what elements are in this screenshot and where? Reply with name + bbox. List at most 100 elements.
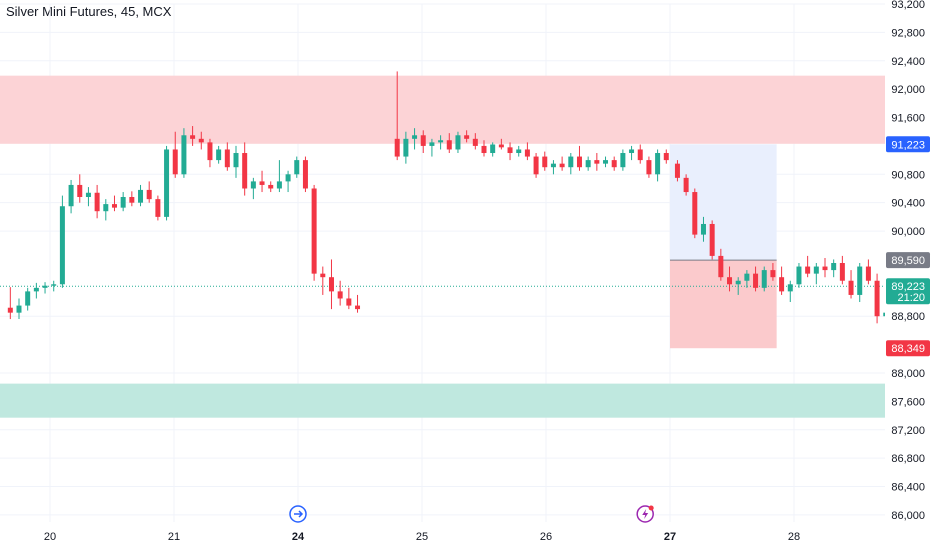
candle-body	[42, 285, 48, 288]
time-axis-tick: 20	[44, 531, 56, 543]
candle-body	[285, 174, 291, 182]
candle-body	[779, 277, 785, 292]
candle-body	[181, 135, 187, 175]
candle-body	[242, 153, 248, 189]
candle-body	[568, 156, 574, 168]
price-label-bg	[886, 278, 930, 305]
lightning-icon	[642, 509, 649, 519]
candle-body	[216, 149, 222, 161]
price-axis-tick: 92,400	[891, 56, 925, 68]
candle-body	[718, 255, 724, 278]
candle-body	[559, 163, 565, 168]
candle-body	[346, 298, 352, 306]
price-axis-tick: 87,600	[891, 396, 925, 408]
candle-body	[129, 197, 135, 203]
price-axis-tick: 86,400	[891, 482, 925, 494]
candle-body	[629, 149, 635, 154]
candle-body	[498, 144, 504, 148]
candle-body	[146, 189, 152, 200]
candle-body	[268, 184, 274, 189]
candle-body	[700, 223, 706, 235]
candle-body	[611, 160, 617, 168]
candle-body	[446, 140, 452, 150]
candle-body	[594, 160, 600, 164]
price-label: 89,590	[891, 255, 925, 267]
candle-body	[311, 188, 317, 274]
candle-body	[337, 291, 343, 299]
candle-body	[481, 145, 487, 154]
candle-body	[831, 263, 837, 271]
price-label: 89,223	[891, 281, 925, 293]
candle-body	[857, 266, 863, 295]
price-axis-bg	[885, 0, 932, 550]
candle-body	[727, 277, 733, 285]
price-axis-tick: 93,200	[891, 0, 925, 11]
candle-body	[355, 305, 361, 310]
candle-body	[533, 156, 539, 175]
candle-body	[464, 135, 470, 139]
candle-body	[94, 192, 100, 212]
candle-body	[455, 135, 461, 150]
candle-body	[51, 284, 57, 286]
candle-body	[516, 149, 522, 154]
candle-body	[155, 199, 161, 217]
price-axis-tick: 92,800	[891, 27, 925, 39]
candle-body	[839, 263, 845, 281]
candle-body	[874, 280, 880, 317]
candle-body	[709, 223, 715, 256]
candle-body	[524, 149, 530, 157]
candle-body	[320, 273, 326, 278]
chart-title: Silver Mini Futures, 45, MCX	[6, 4, 172, 19]
candle-body	[138, 189, 144, 203]
candle-body	[224, 149, 230, 168]
price-label-bg	[886, 340, 930, 357]
time-axis-tick: 24	[292, 531, 305, 543]
time-axis-tick: 26	[540, 531, 552, 543]
price-axis-tick: 86,800	[891, 453, 925, 465]
candle-body	[813, 266, 819, 274]
candle-body	[865, 266, 871, 281]
candle-body	[412, 135, 418, 139]
candle-body	[753, 273, 759, 288]
candle-body	[429, 142, 435, 146]
time-axis-tick: 25	[416, 531, 428, 543]
candle-body	[735, 280, 741, 285]
candle-body	[805, 266, 811, 274]
support-zone	[0, 383, 885, 418]
candle-body	[33, 287, 39, 292]
candle-body	[164, 149, 170, 217]
candle-body	[276, 181, 282, 189]
candle-body	[59, 206, 65, 285]
price-axis-tick: 87,200	[891, 425, 925, 437]
notification-dot	[648, 505, 654, 511]
price-axis-tick: 92,000	[891, 84, 925, 96]
candle-body	[25, 291, 31, 306]
candle-body	[394, 138, 400, 157]
price-label: 88,349	[891, 343, 925, 355]
time-axis-tick: 27	[664, 531, 676, 543]
candle-body	[637, 149, 643, 161]
candle-body	[542, 156, 548, 168]
price-label-bg	[886, 252, 930, 269]
candle-body	[744, 273, 750, 281]
candle-body	[77, 184, 83, 198]
candle-body	[620, 153, 626, 168]
candle-body	[550, 163, 556, 168]
candle-body	[848, 280, 854, 295]
candle-body	[172, 149, 178, 175]
price-axis-tick: 86,000	[891, 510, 925, 522]
price-axis-tick: 90,400	[891, 198, 925, 210]
candle-body	[822, 266, 828, 271]
candle-body	[250, 181, 256, 189]
candle-body	[259, 181, 265, 185]
candle-body	[111, 204, 117, 208]
candle-body	[472, 138, 478, 146]
candle-body	[420, 135, 426, 146]
candle-body	[120, 197, 126, 208]
time-axis-tick: 28	[788, 531, 800, 543]
candle-body	[302, 160, 308, 189]
candle-body	[507, 147, 513, 154]
candle-body	[403, 138, 409, 157]
candle-body	[233, 153, 239, 168]
